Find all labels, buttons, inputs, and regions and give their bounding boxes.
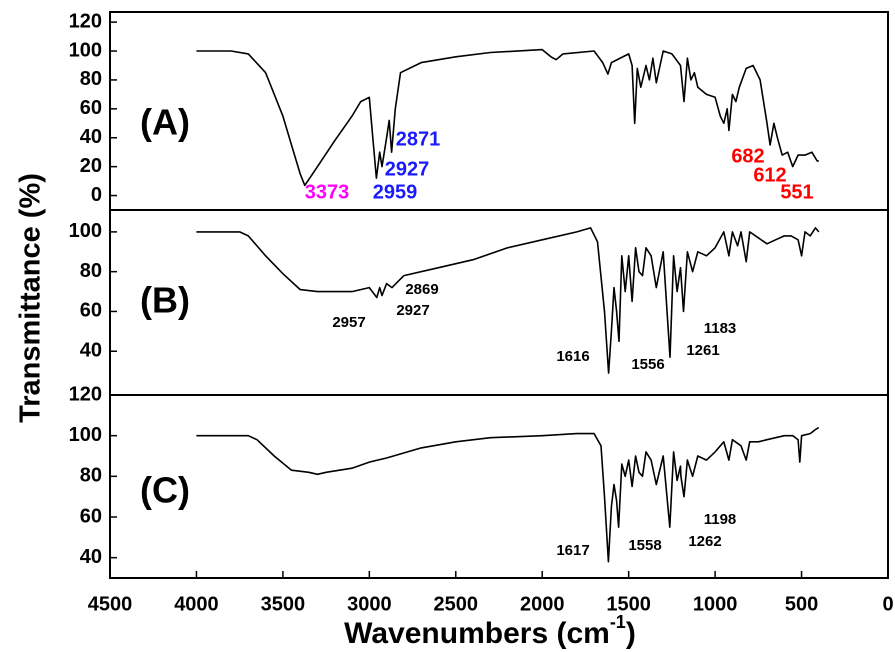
spectrum-line — [196, 48, 819, 187]
panel-label: (B) — [140, 280, 190, 321]
x-tick-label: 2500 — [434, 593, 479, 615]
peak-label: 2869 — [405, 281, 438, 298]
x-tick-label: 3500 — [261, 593, 306, 615]
peak-label: 1558 — [628, 537, 661, 554]
y-tick-label: 100 — [69, 424, 102, 446]
spectrum-line — [196, 426, 820, 563]
x-tick-label: 2000 — [520, 593, 565, 615]
peak-label: 2927 — [396, 302, 429, 319]
panel-label: (A) — [140, 102, 190, 143]
x-axis-label-superscript: -1 — [610, 612, 626, 632]
peak-label: 2927 — [385, 158, 430, 180]
y-tick-label: 60 — [80, 97, 102, 119]
y-tick-label: 80 — [80, 465, 102, 487]
x-axis-label-suffix: ) — [626, 617, 636, 650]
y-tick-label: 60 — [80, 505, 102, 527]
spectrum-line — [196, 227, 820, 374]
x-tick-label: 1000 — [693, 593, 738, 615]
peak-label: 3373 — [305, 181, 350, 203]
peak-label: 1261 — [686, 342, 719, 359]
y-tick-label: 60 — [80, 300, 102, 322]
x-tick-label: 4500 — [88, 593, 133, 615]
peak-label: 2959 — [373, 181, 418, 203]
y-tick-label: 40 — [80, 126, 102, 148]
x-tick-label: 500 — [785, 593, 818, 615]
y-tick-label: 40 — [80, 546, 102, 568]
x-axis-label: Wavenumbers (cm-1) — [344, 612, 636, 650]
panel-label: (C) — [140, 470, 190, 511]
peak-label: 2957 — [332, 314, 365, 331]
plot-frame — [109, 394, 889, 579]
x-tick-label: 4000 — [174, 593, 219, 615]
peak-label: 1183 — [704, 320, 737, 337]
y-tick-label: 0 — [91, 184, 102, 206]
x-axis-label-text: Wavenumbers (cm — [344, 617, 610, 650]
peak-label: 1616 — [556, 348, 589, 365]
y-tick-label: 40 — [80, 340, 102, 362]
y-tick-label: 100 — [69, 220, 102, 242]
y-tick-label: 80 — [80, 260, 102, 282]
peak-label: 682 — [731, 145, 764, 167]
peak-label: 612 — [753, 164, 786, 186]
y-axis-label: Transmittance (%) — [15, 173, 47, 423]
y-tick-label: 100 — [69, 39, 102, 61]
peak-label: 1262 — [688, 533, 721, 550]
peak-label: 1198 — [704, 511, 737, 528]
peak-label: 1617 — [556, 542, 589, 559]
peak-label: 1556 — [631, 356, 664, 373]
peak-label: 2871 — [396, 128, 441, 150]
x-tick-label: 1500 — [606, 593, 651, 615]
plot-frame — [109, 209, 889, 396]
y-tick-label: 120 — [69, 10, 102, 32]
y-tick-label: 80 — [80, 68, 102, 90]
x-tick-label: 0 — [882, 593, 893, 615]
y-tick-label: 120 — [69, 383, 102, 405]
peak-label: 551 — [780, 181, 813, 203]
x-tick-label: 3000 — [347, 593, 392, 615]
y-tick-label: 20 — [80, 155, 102, 177]
